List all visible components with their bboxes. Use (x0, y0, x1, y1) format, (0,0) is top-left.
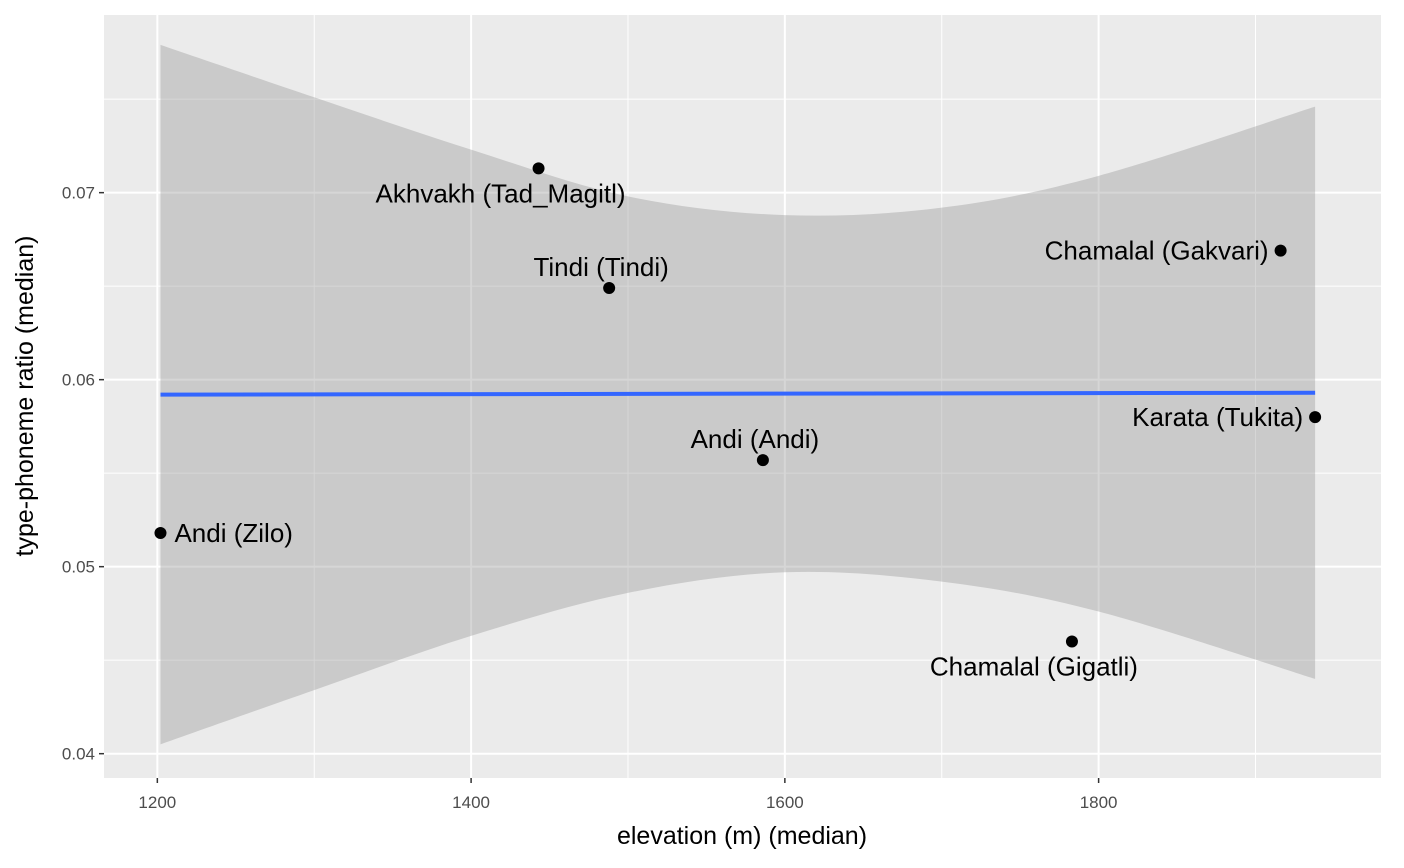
y-tick-label: 0.07 (62, 184, 95, 203)
x-axis: 1200 1400 1600 1800 (138, 778, 1118, 812)
minor-gridlines (104, 15, 1381, 778)
y-axis-title: type-phoneme ratio (median) (11, 236, 39, 557)
data-points (154, 162, 1322, 648)
y-tick-label: 0.05 (62, 558, 95, 577)
data-point (756, 454, 769, 467)
point-labels: Andi (Zilo) Akhvakh (Tad_Magitl) Tindi (Ti… (174, 178, 1303, 681)
data-point (532, 162, 545, 175)
x-axis-title: elevation (m) (median) (617, 822, 867, 850)
point-label: Akhvakh (Tad_Magitl) (376, 178, 626, 208)
x-tick-label: 1400 (452, 793, 490, 812)
point-label: Andi (Andi) (691, 424, 820, 454)
y-tick-label: 0.04 (62, 745, 95, 764)
point-label: Chamalal (Gigatli) (930, 651, 1138, 681)
data-point (1309, 411, 1322, 424)
data-point (1274, 244, 1287, 257)
major-gridlines (104, 15, 1381, 778)
point-label: Chamalal (Gakvari) (1045, 236, 1269, 266)
data-point (1065, 635, 1078, 648)
data-point (603, 282, 616, 295)
point-label: Andi (Zilo) (174, 518, 292, 548)
data-point (154, 527, 167, 540)
y-axis: 0.04 0.05 0.06 0.07 (62, 184, 104, 764)
regression-line (160, 390, 1316, 397)
point-label: Tindi (Tindi) (533, 252, 668, 282)
y-tick-label: 0.06 (62, 371, 95, 390)
point-label: Karata (Tukita) (1132, 402, 1303, 432)
x-tick-label: 1800 (1080, 793, 1118, 812)
x-tick-label: 1600 (766, 793, 804, 812)
panel-background (104, 15, 1381, 778)
x-tick-label: 1200 (138, 793, 176, 812)
